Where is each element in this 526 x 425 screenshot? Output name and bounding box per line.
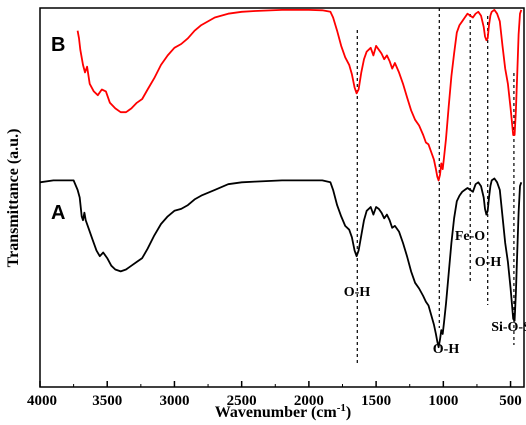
reference-lines	[356, 8, 515, 365]
series-line-a	[39, 177, 523, 349]
x-tick-label: 4000	[27, 393, 57, 409]
series-layer	[39, 9, 523, 349]
x-axis-title-main: Wavenumber (cm	[215, 404, 338, 421]
annotation-label: O-H	[433, 342, 460, 357]
y-axis-title: Transmittance (a.u.)	[5, 129, 22, 268]
annotations: O-H O-H Fe-O O-H Si-O-Si	[344, 229, 526, 357]
annotation-label: Si-O-Si	[491, 320, 526, 335]
x-tick-label: 2000	[294, 393, 324, 409]
annotation-label: O-H	[475, 255, 502, 270]
series-line-b	[76, 9, 523, 182]
x-tick-label: 1000	[428, 393, 458, 409]
x-axis-title-close: )	[346, 404, 351, 421]
x-tick-label: 1500	[361, 393, 391, 409]
x-tick-label: 2500	[227, 393, 257, 409]
x-tick-label: 500	[499, 393, 522, 409]
panel-label-a: A	[51, 202, 65, 224]
x-tick-label: 3000	[159, 393, 189, 409]
x-tick-label: 3500	[92, 393, 122, 409]
panel-label-b: B	[51, 34, 65, 56]
x-axis-title-sup: -1	[337, 402, 346, 414]
annotation-label: O-H	[344, 285, 371, 300]
x-ticks: 4000 3500 3000 2500 2000 1500 1000 500	[27, 381, 522, 409]
x-axis-title: Wavenumber (cm-1)	[215, 402, 351, 421]
plot-frame	[39, 7, 525, 388]
annotation-label: Fe-O	[455, 229, 485, 244]
